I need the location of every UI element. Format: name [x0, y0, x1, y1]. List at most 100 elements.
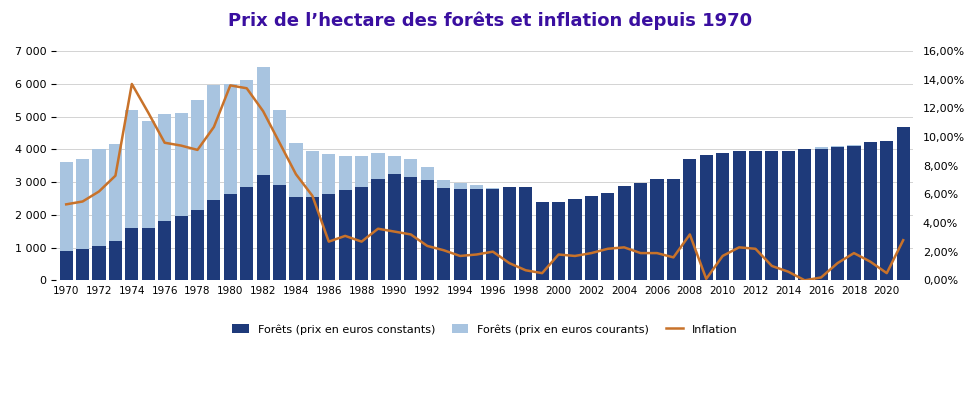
Bar — [814, 147, 828, 280]
Bar — [552, 209, 565, 280]
Bar — [142, 228, 155, 280]
Bar — [519, 187, 532, 280]
Bar — [208, 200, 220, 280]
Bar — [831, 146, 844, 280]
Bar — [848, 146, 860, 280]
Bar — [765, 153, 778, 280]
Bar — [732, 150, 746, 280]
Bar — [568, 199, 581, 280]
Bar — [716, 152, 729, 280]
Bar — [355, 156, 368, 280]
Bar — [782, 150, 795, 280]
Bar — [420, 180, 434, 280]
Bar — [782, 151, 795, 280]
Bar — [486, 189, 500, 280]
Inflation — [142, 110, 154, 115]
Inflation — [898, 238, 909, 242]
Bar — [208, 85, 220, 280]
Bar — [503, 187, 515, 280]
Bar — [617, 194, 631, 280]
Bar — [405, 159, 417, 280]
Bar — [405, 177, 417, 280]
Bar — [109, 144, 122, 280]
Bar — [257, 176, 270, 280]
Bar — [388, 156, 401, 280]
Bar — [666, 194, 680, 280]
Bar — [552, 202, 565, 280]
Bar — [92, 246, 106, 280]
Bar — [683, 176, 697, 280]
Bar — [125, 228, 138, 280]
Bar — [831, 147, 844, 280]
Bar — [863, 142, 877, 280]
Bar — [666, 180, 680, 280]
Bar — [174, 216, 187, 280]
Bar — [651, 180, 663, 280]
Bar — [897, 127, 909, 280]
Bar — [125, 110, 138, 280]
Bar — [749, 153, 762, 280]
Bar — [617, 186, 631, 280]
Bar — [420, 167, 434, 280]
Bar — [585, 196, 598, 280]
Bar — [355, 187, 368, 280]
Bar — [601, 192, 614, 280]
Bar — [437, 180, 450, 280]
Bar — [257, 67, 270, 280]
Inflation — [372, 226, 384, 231]
Bar — [191, 100, 204, 280]
Bar — [92, 149, 106, 280]
Bar — [223, 84, 237, 280]
Bar — [437, 188, 450, 280]
Bar — [519, 190, 532, 280]
Bar — [109, 241, 122, 280]
Bar — [651, 192, 663, 280]
Bar — [454, 189, 466, 280]
Bar — [60, 251, 73, 280]
Bar — [273, 185, 286, 280]
Bar — [339, 156, 352, 280]
Bar — [798, 149, 811, 280]
Bar — [454, 183, 466, 280]
Bar — [158, 221, 172, 280]
Bar — [142, 121, 155, 280]
Bar — [306, 197, 318, 280]
Bar — [174, 113, 187, 280]
Bar — [388, 174, 401, 280]
Bar — [683, 159, 697, 280]
Inflation — [585, 251, 597, 256]
Bar — [289, 143, 303, 280]
Bar — [585, 204, 598, 280]
Text: Prix de l’hectare des forêts et inflation depuis 1970: Prix de l’hectare des forêts et inflatio… — [228, 12, 752, 30]
Bar — [306, 151, 318, 280]
Bar — [322, 154, 335, 280]
Inflation — [618, 245, 630, 250]
Bar — [371, 179, 384, 280]
Inflation — [61, 202, 73, 207]
Bar — [535, 208, 549, 280]
Bar — [765, 150, 778, 280]
Bar — [568, 205, 581, 280]
Bar — [814, 149, 828, 280]
Bar — [880, 141, 894, 280]
Line: Inflation: Inflation — [67, 84, 904, 280]
Bar — [880, 141, 894, 280]
Bar — [289, 197, 303, 280]
Bar — [634, 194, 647, 280]
Bar — [223, 194, 237, 280]
Bar — [339, 190, 352, 280]
Inflation — [799, 278, 810, 283]
Bar — [273, 110, 286, 280]
Legend: Forêts (prix en euros constants), Forêts (prix en euros courants), Inflation: Forêts (prix en euros constants), Forêts… — [227, 320, 742, 339]
Bar — [897, 127, 909, 280]
Bar — [716, 172, 729, 280]
Bar — [60, 162, 73, 280]
Bar — [700, 173, 712, 280]
Inflation — [519, 268, 531, 273]
Bar — [535, 202, 549, 280]
Bar — [191, 210, 204, 280]
Bar — [503, 187, 515, 280]
Bar — [158, 114, 172, 280]
Inflation — [126, 82, 138, 86]
Bar — [700, 155, 712, 280]
